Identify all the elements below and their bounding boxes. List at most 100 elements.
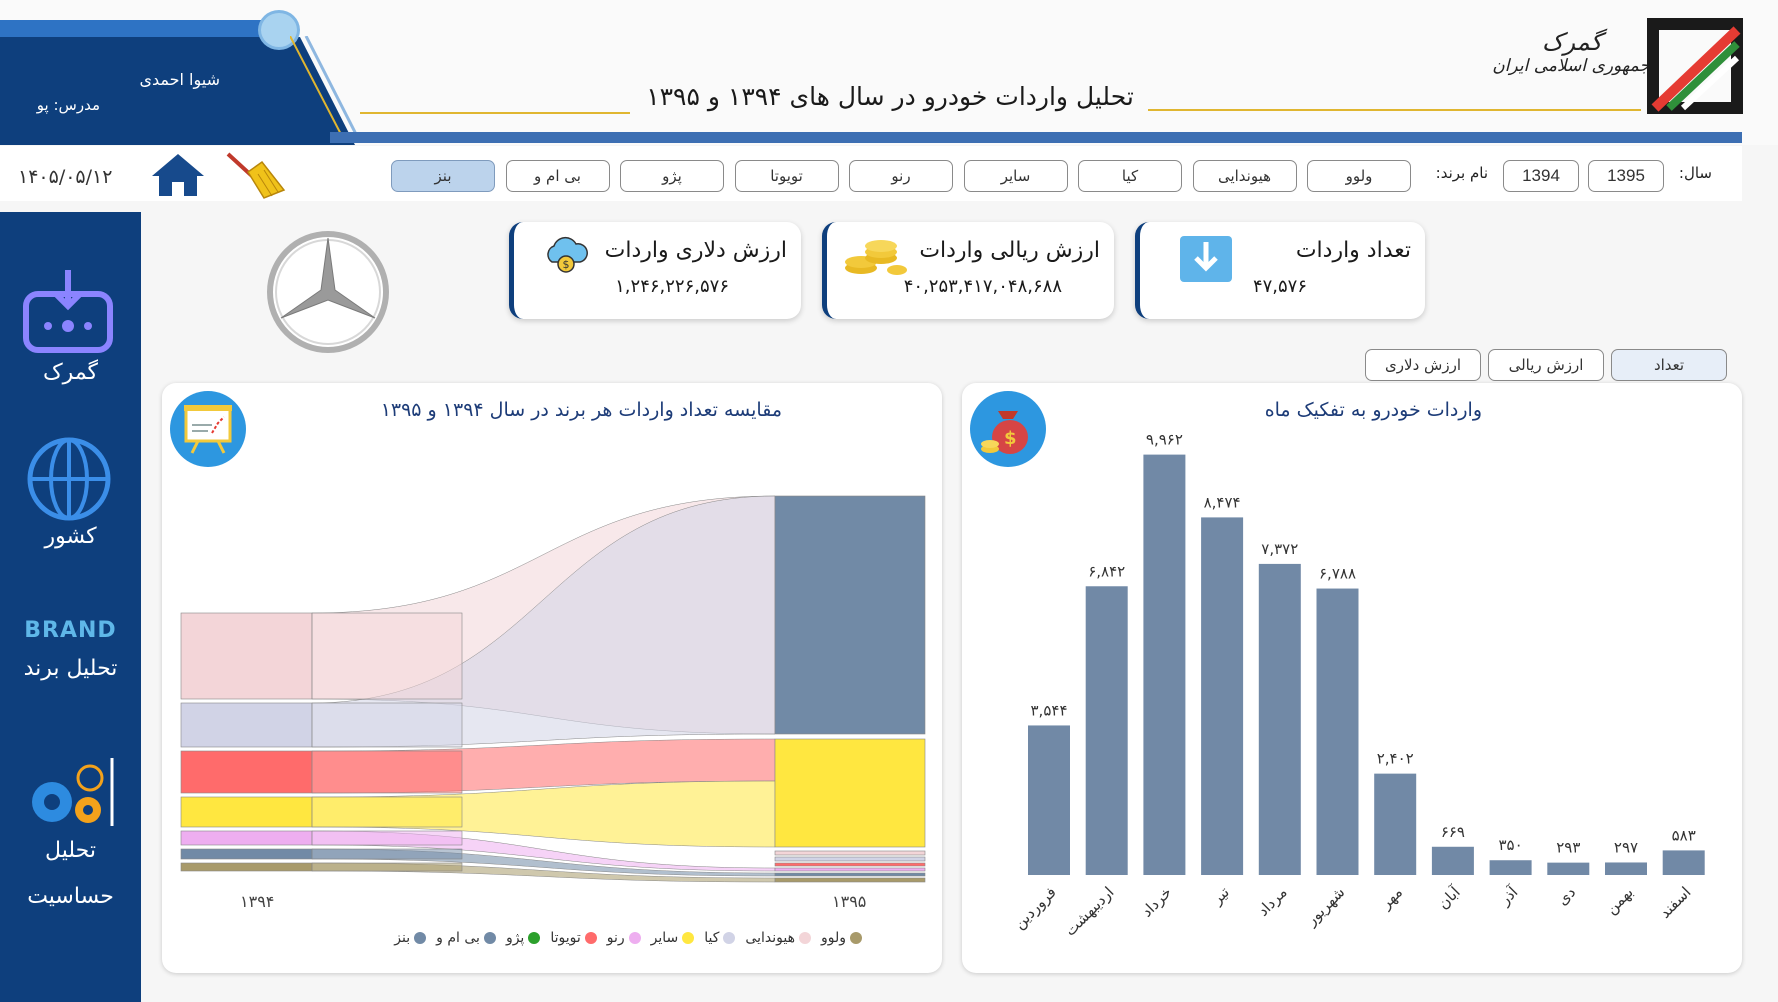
bar-1[interactable] [1085, 586, 1128, 875]
brand-chip-3[interactable]: سایر [963, 160, 1068, 192]
bar-7[interactable] [1431, 846, 1474, 875]
sankey-band-1394-hyundai[interactable] [311, 612, 463, 700]
bar-8[interactable] [1489, 860, 1532, 875]
legend-item-6[interactable]: پژو [506, 930, 541, 946]
sankey-chart [180, 495, 926, 883]
sankey-node-1394-bmw[interactable] [180, 848, 313, 860]
title-underline-right [1148, 109, 1641, 111]
bar-value-label-1: ۶,۸۴۲ [1088, 562, 1125, 580]
bar-9[interactable] [1547, 862, 1590, 875]
brand-chip-8[interactable]: بنز [391, 160, 495, 192]
header-divider [330, 132, 1742, 143]
date-text: ۱۴۰۵/۰۵/۱۲ [18, 166, 113, 188]
customs-logo-text: گمرک جمهوری اسلامی ایران [1492, 28, 1650, 76]
svg-text:$: $ [563, 258, 570, 271]
brand-chip-0[interactable]: ولوو [1307, 160, 1411, 192]
legend-label-5: تویوتا [550, 930, 581, 946]
kpi-value-dollar: ۱,۲۴۶,۲۲۶,۵۷۶ [615, 276, 729, 297]
bar-0[interactable] [1028, 725, 1070, 875]
sankey-node-1394-kia[interactable] [180, 702, 313, 748]
bar-value-label-8: ۳۵۰ [1499, 836, 1523, 854]
sankey-node-1395-volvo[interactable] [774, 877, 926, 883]
sankey-band-1394-other[interactable] [311, 796, 463, 828]
legend-item-0[interactable]: ولوو [821, 930, 862, 946]
brand-chip-7[interactable]: بی ام و [505, 160, 610, 192]
legend-item-2[interactable]: کیا [704, 930, 736, 946]
sankey-node-1395-bmw[interactable] [774, 872, 926, 877]
sankey-node-1394-toyota[interactable] [180, 750, 313, 794]
sidebar-item-customs[interactable]: گمرک [0, 268, 141, 398]
coins-icon [845, 240, 907, 275]
legend-label-2: کیا [704, 930, 720, 946]
year-chip-1394[interactable]: 1394 [1503, 160, 1579, 192]
sankey-node-1395-hyundai[interactable] [774, 850, 926, 856]
toggle-rial[interactable]: ارزش ریالی [1488, 349, 1604, 381]
bar-10[interactable] [1605, 862, 1647, 875]
globe-icon [27, 437, 111, 521]
bar-2[interactable] [1143, 454, 1186, 875]
sankey-node-1395-benz[interactable] [774, 495, 926, 735]
kpi-title-rial: ارزش ریالی واردات [919, 238, 1100, 263]
sankey-node-1394-renault[interactable] [180, 830, 313, 846]
brand-filter-label: نام برند: [1435, 164, 1488, 182]
student-name: شیوا احمدی [139, 70, 220, 89]
legend-item-3[interactable]: سایر [651, 930, 695, 946]
legend-item-1[interactable]: هیوندایی [745, 930, 811, 946]
download-icon [1180, 236, 1232, 282]
legend-dot-3 [682, 932, 695, 944]
brand-chip-2[interactable]: کیا [1078, 160, 1182, 192]
bar-value-label-9: ۲۹۳ [1556, 839, 1580, 857]
sankey-band-1394-kia[interactable] [311, 702, 463, 748]
sankey-node-1395-renault[interactable] [774, 867, 926, 872]
bar-category-label-1: اردیبهشت [1061, 883, 1117, 939]
legend-item-5[interactable]: تویوتا [550, 930, 597, 946]
legend-item-7[interactable]: بی ام و [436, 930, 496, 946]
legend-label-7: بی ام و [436, 930, 480, 946]
brand-chip-4[interactable]: رنو [849, 160, 953, 192]
bar-6[interactable] [1374, 773, 1417, 875]
sidebar-item-country[interactable]: کشور [0, 432, 141, 562]
brand-chip-1[interactable]: هیوندایی [1192, 160, 1297, 192]
legend-dot-7 [483, 932, 496, 944]
sankey-node-1394-volvo[interactable] [180, 862, 313, 872]
toggle-dollar[interactable]: ارزش دلاری [1365, 349, 1481, 381]
toggle-count[interactable]: تعداد [1611, 349, 1727, 381]
brand-icon: BRAND [24, 618, 117, 643]
bar-5[interactable] [1316, 588, 1359, 875]
kpi-card-count: تعداد واردات ۴۷,۵۷۶ [1135, 222, 1425, 319]
home-icon[interactable] [150, 150, 206, 198]
clear-filters-broom-icon[interactable] [222, 150, 288, 200]
sankey-node-1395-toyota[interactable] [774, 862, 926, 867]
sankey-node-1395-other[interactable] [774, 738, 926, 848]
sankey-band-1394-renault[interactable] [311, 830, 463, 846]
legend-dot-5 [584, 932, 597, 944]
legend-item-8[interactable]: بنز [394, 930, 427, 946]
bar-category-label-8: آذر [1495, 883, 1522, 910]
year-filter-label: سال: [1678, 164, 1712, 182]
sankey-node-1394-hyundai[interactable] [180, 612, 313, 700]
bar-3[interactable] [1201, 517, 1244, 875]
bar-4[interactable] [1258, 563, 1301, 875]
sidebar [0, 212, 141, 1002]
kpi-title-dollar: ارزش دلاری واردات [604, 238, 787, 263]
kpi-title-count: تعداد واردات [1295, 238, 1411, 263]
bar-category-label-3: تیر [1207, 883, 1232, 908]
bar-value-label-11: ۵۸۳ [1672, 826, 1696, 844]
monthly-bar-chart: ۳,۵۴۴ فروردین ۶,۸۴۲ اردیبهشت ۹,۹۶۲ خرداد ۸,۴۷۴… [1010, 431, 1705, 940]
sankey-band-1394-volvo[interactable] [311, 862, 463, 872]
brand-chip-5[interactable]: تویوتا [734, 160, 839, 192]
year-chip-1395[interactable]: 1395 [1588, 160, 1664, 192]
bar-11[interactable] [1662, 850, 1705, 875]
gears-icon [32, 758, 114, 826]
legend-dot-1 [798, 932, 811, 944]
sankey-node-1395-kia[interactable] [774, 856, 926, 862]
sidebar-item-brand[interactable]: BRAND تحلیل برند [0, 610, 141, 690]
sankey-node-1394-other[interactable] [180, 796, 313, 828]
legend-item-4[interactable]: رنو [607, 930, 641, 946]
kpi-card-rial: ارزش ریالی واردات ۴۰,۲۵۳,۴۱۷,۰۴۸,۶۸۸ [822, 222, 1114, 319]
sidebar-item-sensitivity[interactable]: تحلیل حساسیت [0, 752, 141, 922]
sankey-band-1394-bmw[interactable] [311, 848, 463, 860]
brand-chip-6[interactable]: پژو [620, 160, 724, 192]
mercedes-logo-icon [267, 231, 389, 353]
sankey-band-1394-toyota[interactable] [311, 750, 463, 794]
